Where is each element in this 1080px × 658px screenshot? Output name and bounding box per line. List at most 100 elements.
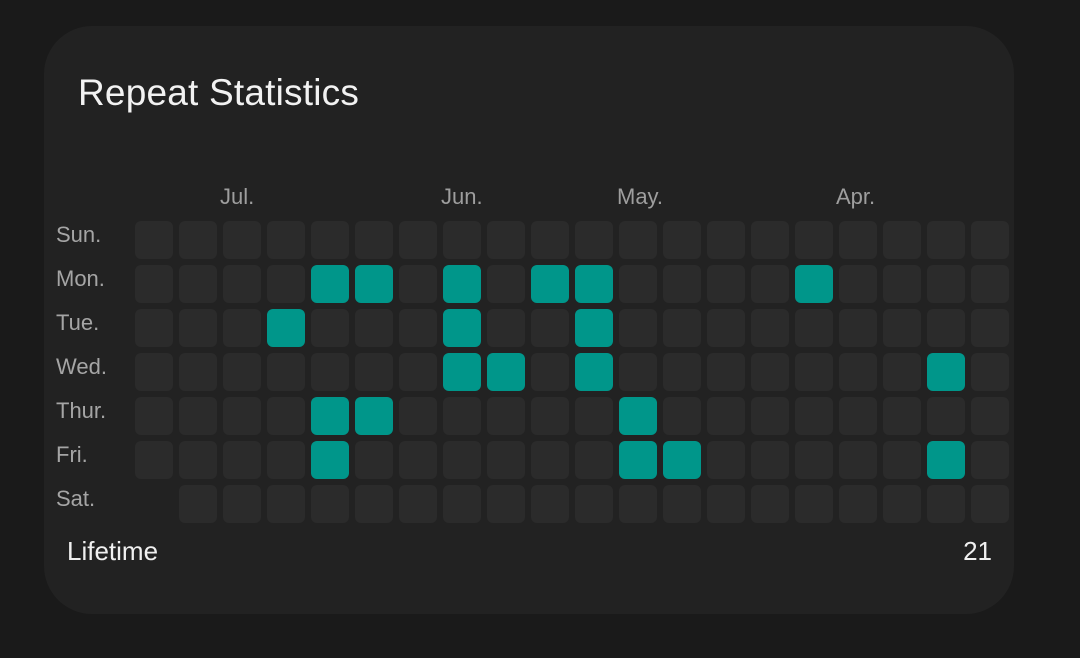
- heatmap-cell-sun-w16: [839, 221, 877, 259]
- heatmap-cell-sun-w6: [399, 221, 437, 259]
- lifetime-label: Lifetime: [67, 536, 159, 566]
- heatmap-cell-sat-w12: [663, 485, 701, 523]
- heatmap-cell-fri-w18: [927, 441, 965, 479]
- heatmap-cell-wed-w18: [927, 353, 965, 391]
- heatmap-cell-sat-w6: [399, 485, 437, 523]
- heatmap-cell-mon-w7: [443, 265, 481, 303]
- heatmap-cell-sun-w17: [883, 221, 921, 259]
- heatmap-cell-thur-w8: [487, 397, 525, 435]
- heatmap-cell-tue-w13: [707, 309, 745, 347]
- heatmap-cell-sun-w10: [575, 221, 613, 259]
- heatmap-cell-tue-w12: [663, 309, 701, 347]
- heatmap-cell-thur-w16: [839, 397, 877, 435]
- heatmap-cell-mon-w6: [399, 265, 437, 303]
- heatmap-cell-fri-w1: [179, 441, 217, 479]
- heatmap-cell-mon-w18: [927, 265, 965, 303]
- card-title: Repeat Statistics: [78, 72, 360, 113]
- heatmap-cell-fri-w3: [267, 441, 305, 479]
- heatmap-cell-thur-w11: [619, 397, 657, 435]
- heatmap-cell-wed-w1: [179, 353, 217, 391]
- heatmap-cell-thur-w15: [795, 397, 833, 435]
- heatmap-cell-wed-w2: [223, 353, 261, 391]
- heatmap-cell-thur-w17: [883, 397, 921, 435]
- heatmap-cell-fri-w0: [135, 441, 173, 479]
- heatmap-cell-sun-w3: [267, 221, 305, 259]
- heatmap-cell-mon-w11: [619, 265, 657, 303]
- heatmap-cell-thur-w6: [399, 397, 437, 435]
- heatmap-cell-fri-w19: [971, 441, 1009, 479]
- heatmap-cell-tue-w15: [795, 309, 833, 347]
- heatmap-cell-tue-w17: [883, 309, 921, 347]
- heatmap-cell-tue-w19: [971, 309, 1009, 347]
- heatmap-cell-sun-w7: [443, 221, 481, 259]
- heatmap-cell-wed-w16: [839, 353, 877, 391]
- heatmap-cell-wed-w17: [883, 353, 921, 391]
- heatmap-cell-mon-w9: [531, 265, 569, 303]
- day-label-sun: Sun.: [56, 222, 102, 247]
- heatmap-cell-mon-w19: [971, 265, 1009, 303]
- heatmap-cell-sun-w9: [531, 221, 569, 259]
- heatmap-cell-fri-w4: [311, 441, 349, 479]
- heatmap-cell-fri-w11: [619, 441, 657, 479]
- heatmap-cell-thur-w4: [311, 397, 349, 435]
- heatmap-cell-fri-w6: [399, 441, 437, 479]
- heatmap-cell-sun-w18: [927, 221, 965, 259]
- heatmap-cell-sun-w8: [487, 221, 525, 259]
- heatmap-cell-wed-w19: [971, 353, 1009, 391]
- month-label-may: May.: [617, 184, 664, 209]
- heatmap-cell-fri-w9: [531, 441, 569, 479]
- day-label-fri: Fri.: [56, 442, 88, 467]
- heatmap-cell-wed-w9: [531, 353, 569, 391]
- heatmap-cell-tue-w6: [399, 309, 437, 347]
- heatmap-cell-thur-w3: [267, 397, 305, 435]
- heatmap-cell-thur-w2: [223, 397, 261, 435]
- heatmap-cell-mon-w16: [839, 265, 877, 303]
- heatmap-cell-sat-w14: [751, 485, 789, 523]
- month-label-jun: Jun.: [441, 184, 483, 209]
- heatmap-cell-tue-w18: [927, 309, 965, 347]
- heatmap-cell-wed-w13: [707, 353, 745, 391]
- heatmap-cell-sat-w4: [311, 485, 349, 523]
- heatmap-cell-mon-w15: [795, 265, 833, 303]
- heatmap-cell-tue-w2: [223, 309, 261, 347]
- heatmap-cell-wed-w12: [663, 353, 701, 391]
- month-label-jul: Jul.: [220, 184, 255, 209]
- heatmap-cell-wed-w7: [443, 353, 481, 391]
- heatmap-cell-sat-w15: [795, 485, 833, 523]
- heatmap-cell-sun-w5: [355, 221, 393, 259]
- heatmap-cell-sun-w19: [971, 221, 1009, 259]
- heatmap-cell-sun-w15: [795, 221, 833, 259]
- lifetime-value: 21: [963, 536, 992, 566]
- day-label-mon: Mon.: [56, 266, 105, 291]
- heatmap-cell-thur-w0: [135, 397, 173, 435]
- heatmap-cell-sat-w19: [971, 485, 1009, 523]
- heatmap-cell-tue-w3: [267, 309, 305, 347]
- heatmap-cell-wed-w3: [267, 353, 305, 391]
- heatmap-cell-fri-w7: [443, 441, 481, 479]
- heatmap-cell-tue-w9: [531, 309, 569, 347]
- heatmap-cell-tue-w14: [751, 309, 789, 347]
- heatmap-cell-fri-w12: [663, 441, 701, 479]
- heatmap-cell-sat-w11: [619, 485, 657, 523]
- heatmap-cell-mon-w3: [267, 265, 305, 303]
- heatmap-cell-thur-w1: [179, 397, 217, 435]
- heatmap-cell-mon-w5: [355, 265, 393, 303]
- heatmap-cell-thur-w14: [751, 397, 789, 435]
- heatmap-cell-mon-w13: [707, 265, 745, 303]
- heatmap-cell-sat-w5: [355, 485, 393, 523]
- month-label-apr: Apr.: [836, 184, 876, 209]
- heatmap-cell-fri-w13: [707, 441, 745, 479]
- heatmap-cell-thur-w13: [707, 397, 745, 435]
- heatmap-cell-mon-w8: [487, 265, 525, 303]
- heatmap-cell-mon-w14: [751, 265, 789, 303]
- heatmap-cell-mon-w0: [135, 265, 173, 303]
- day-label-thur: Thur.: [56, 398, 107, 423]
- heatmap-cell-fri-w8: [487, 441, 525, 479]
- heatmap-cell-thur-w18: [927, 397, 965, 435]
- heatmap-cell-mon-w1: [179, 265, 217, 303]
- heatmap-cell-wed-w4: [311, 353, 349, 391]
- heatmap-cell-sun-w11: [619, 221, 657, 259]
- heatmap-cell-mon-w10: [575, 265, 613, 303]
- heatmap-cell-tue-w16: [839, 309, 877, 347]
